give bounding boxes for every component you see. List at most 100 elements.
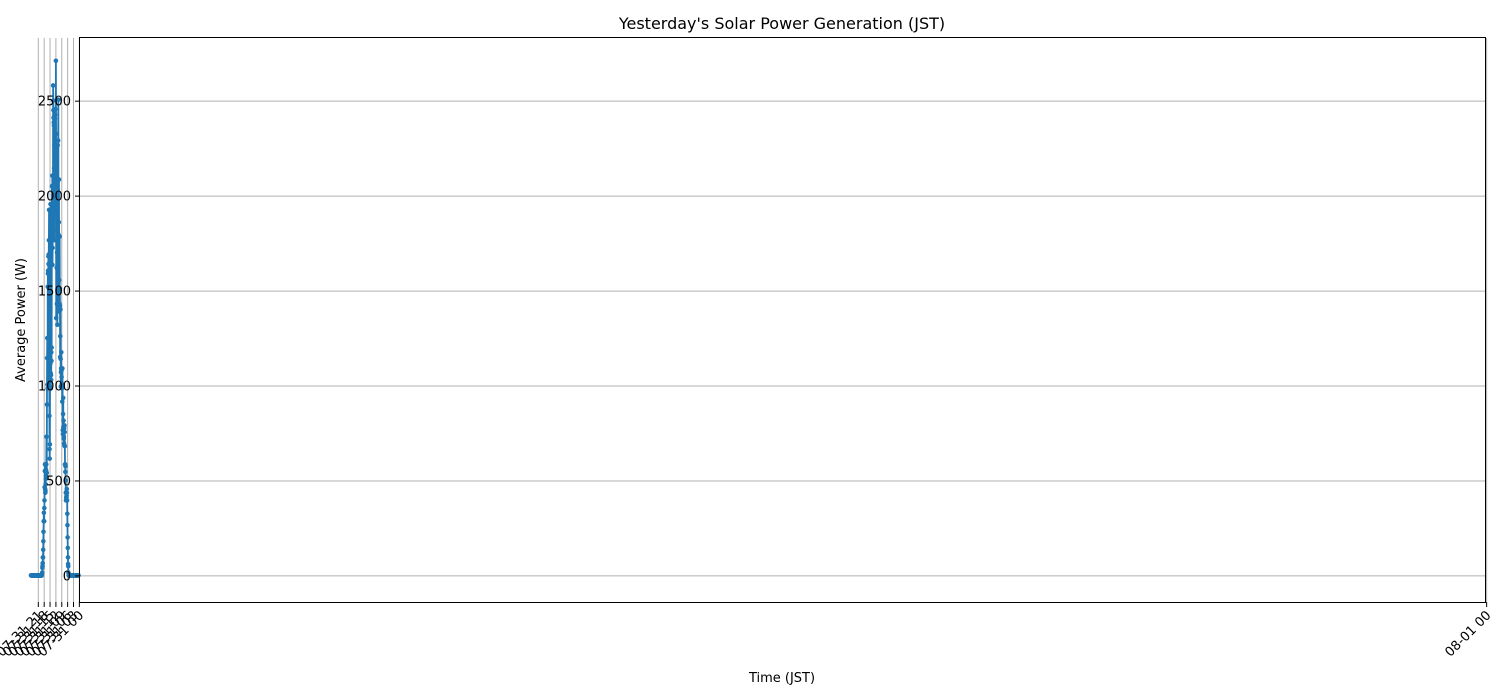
data-point: [65, 561, 71, 567]
data-point: [44, 434, 49, 440]
data-point: [58, 384, 64, 389]
data-point: [52, 142, 57, 148]
chart-title: Yesterday's Solar Power Generation (JST): [618, 14, 945, 33]
data-point: [54, 301, 60, 307]
data-point: [48, 370, 53, 376]
data-point: [41, 510, 47, 516]
data-point: [50, 98, 56, 103]
y-tick-label: 1000: [38, 380, 71, 395]
data-point: [28, 573, 34, 578]
data-point: [41, 538, 46, 544]
data-point: [48, 377, 54, 383]
data-point: [40, 565, 45, 571]
data-point: [50, 245, 55, 251]
y-tick-label: 2000: [38, 190, 71, 205]
data-point: [62, 462, 68, 467]
data-point: [46, 254, 51, 259]
data-point: [44, 335, 50, 341]
data-point: [60, 411, 66, 417]
data-point: [63, 469, 68, 475]
data-point: [58, 349, 64, 355]
data-point: [57, 354, 63, 360]
data-point: [46, 207, 52, 213]
x-tick-label: 08-01 00: [1443, 608, 1495, 660]
data-point: [55, 138, 61, 143]
data-point: [61, 418, 66, 423]
data-point: [57, 333, 63, 339]
data-point: [42, 498, 47, 503]
data-point: [49, 349, 54, 355]
data-point: [56, 177, 62, 182]
data-point: [46, 261, 51, 267]
data-point: [42, 484, 47, 490]
series-layer: [28, 58, 81, 578]
data-point: [60, 395, 66, 401]
y-axis-label: Average Power (W): [14, 258, 29, 382]
data-point: [42, 468, 48, 474]
data-point: [54, 213, 59, 218]
data-point: [46, 291, 52, 296]
data-point: [50, 262, 55, 268]
data-point: [58, 366, 64, 371]
data-point: [55, 309, 61, 314]
data-point: [66, 570, 71, 575]
data-point: [49, 213, 55, 218]
data-point: [58, 369, 64, 375]
y-tick-label: 500: [46, 474, 71, 489]
data-point: [43, 490, 48, 496]
data-point: [41, 518, 46, 524]
data-point: [50, 83, 56, 88]
y-tick-label: 1500: [38, 285, 71, 300]
data-point: [65, 545, 71, 551]
data-point: [47, 456, 52, 461]
data-point: [50, 206, 56, 212]
grid-layer: [37, 38, 1488, 602]
data-point: [56, 232, 61, 237]
data-point: [53, 193, 59, 198]
y-tick-label: 0: [63, 569, 71, 584]
data-point: [48, 361, 53, 366]
data-point: [51, 165, 57, 171]
data-point: [54, 227, 60, 233]
data-point: [53, 58, 59, 64]
data-point: [65, 535, 70, 540]
data-point: [51, 107, 56, 113]
plot-frame: [79, 37, 1486, 603]
data-point: [55, 322, 60, 328]
data-point: [51, 115, 56, 121]
data-point: [55, 142, 60, 148]
data-point: [42, 505, 47, 511]
data-point: [63, 490, 69, 496]
data-point: [65, 511, 70, 516]
data-point: [47, 446, 52, 452]
data-point: [60, 427, 66, 433]
data-point: [53, 131, 59, 137]
data-point: [61, 436, 67, 441]
data-point: [47, 442, 53, 447]
data-point: [54, 265, 60, 271]
data-point: [55, 236, 61, 241]
data-point: [45, 271, 51, 276]
data-point: [61, 441, 67, 446]
data-point: [56, 97, 61, 103]
data-point: [45, 386, 50, 391]
data-point: [49, 183, 55, 189]
data-point: [48, 201, 53, 207]
data-point: [43, 476, 49, 481]
x-axis-label: Time (JST): [748, 671, 815, 686]
data-point: [44, 402, 50, 407]
data-point: [47, 345, 53, 350]
data-point: [53, 315, 59, 321]
data-point: [41, 529, 46, 535]
data-point: [59, 399, 65, 404]
data-point: [47, 413, 52, 419]
data-point: [45, 382, 50, 387]
data-point: [50, 173, 55, 178]
data-point: [40, 547, 46, 553]
data-point: [56, 278, 61, 284]
data-point: [54, 250, 60, 255]
data-point: [45, 284, 51, 290]
data-point: [65, 522, 70, 528]
